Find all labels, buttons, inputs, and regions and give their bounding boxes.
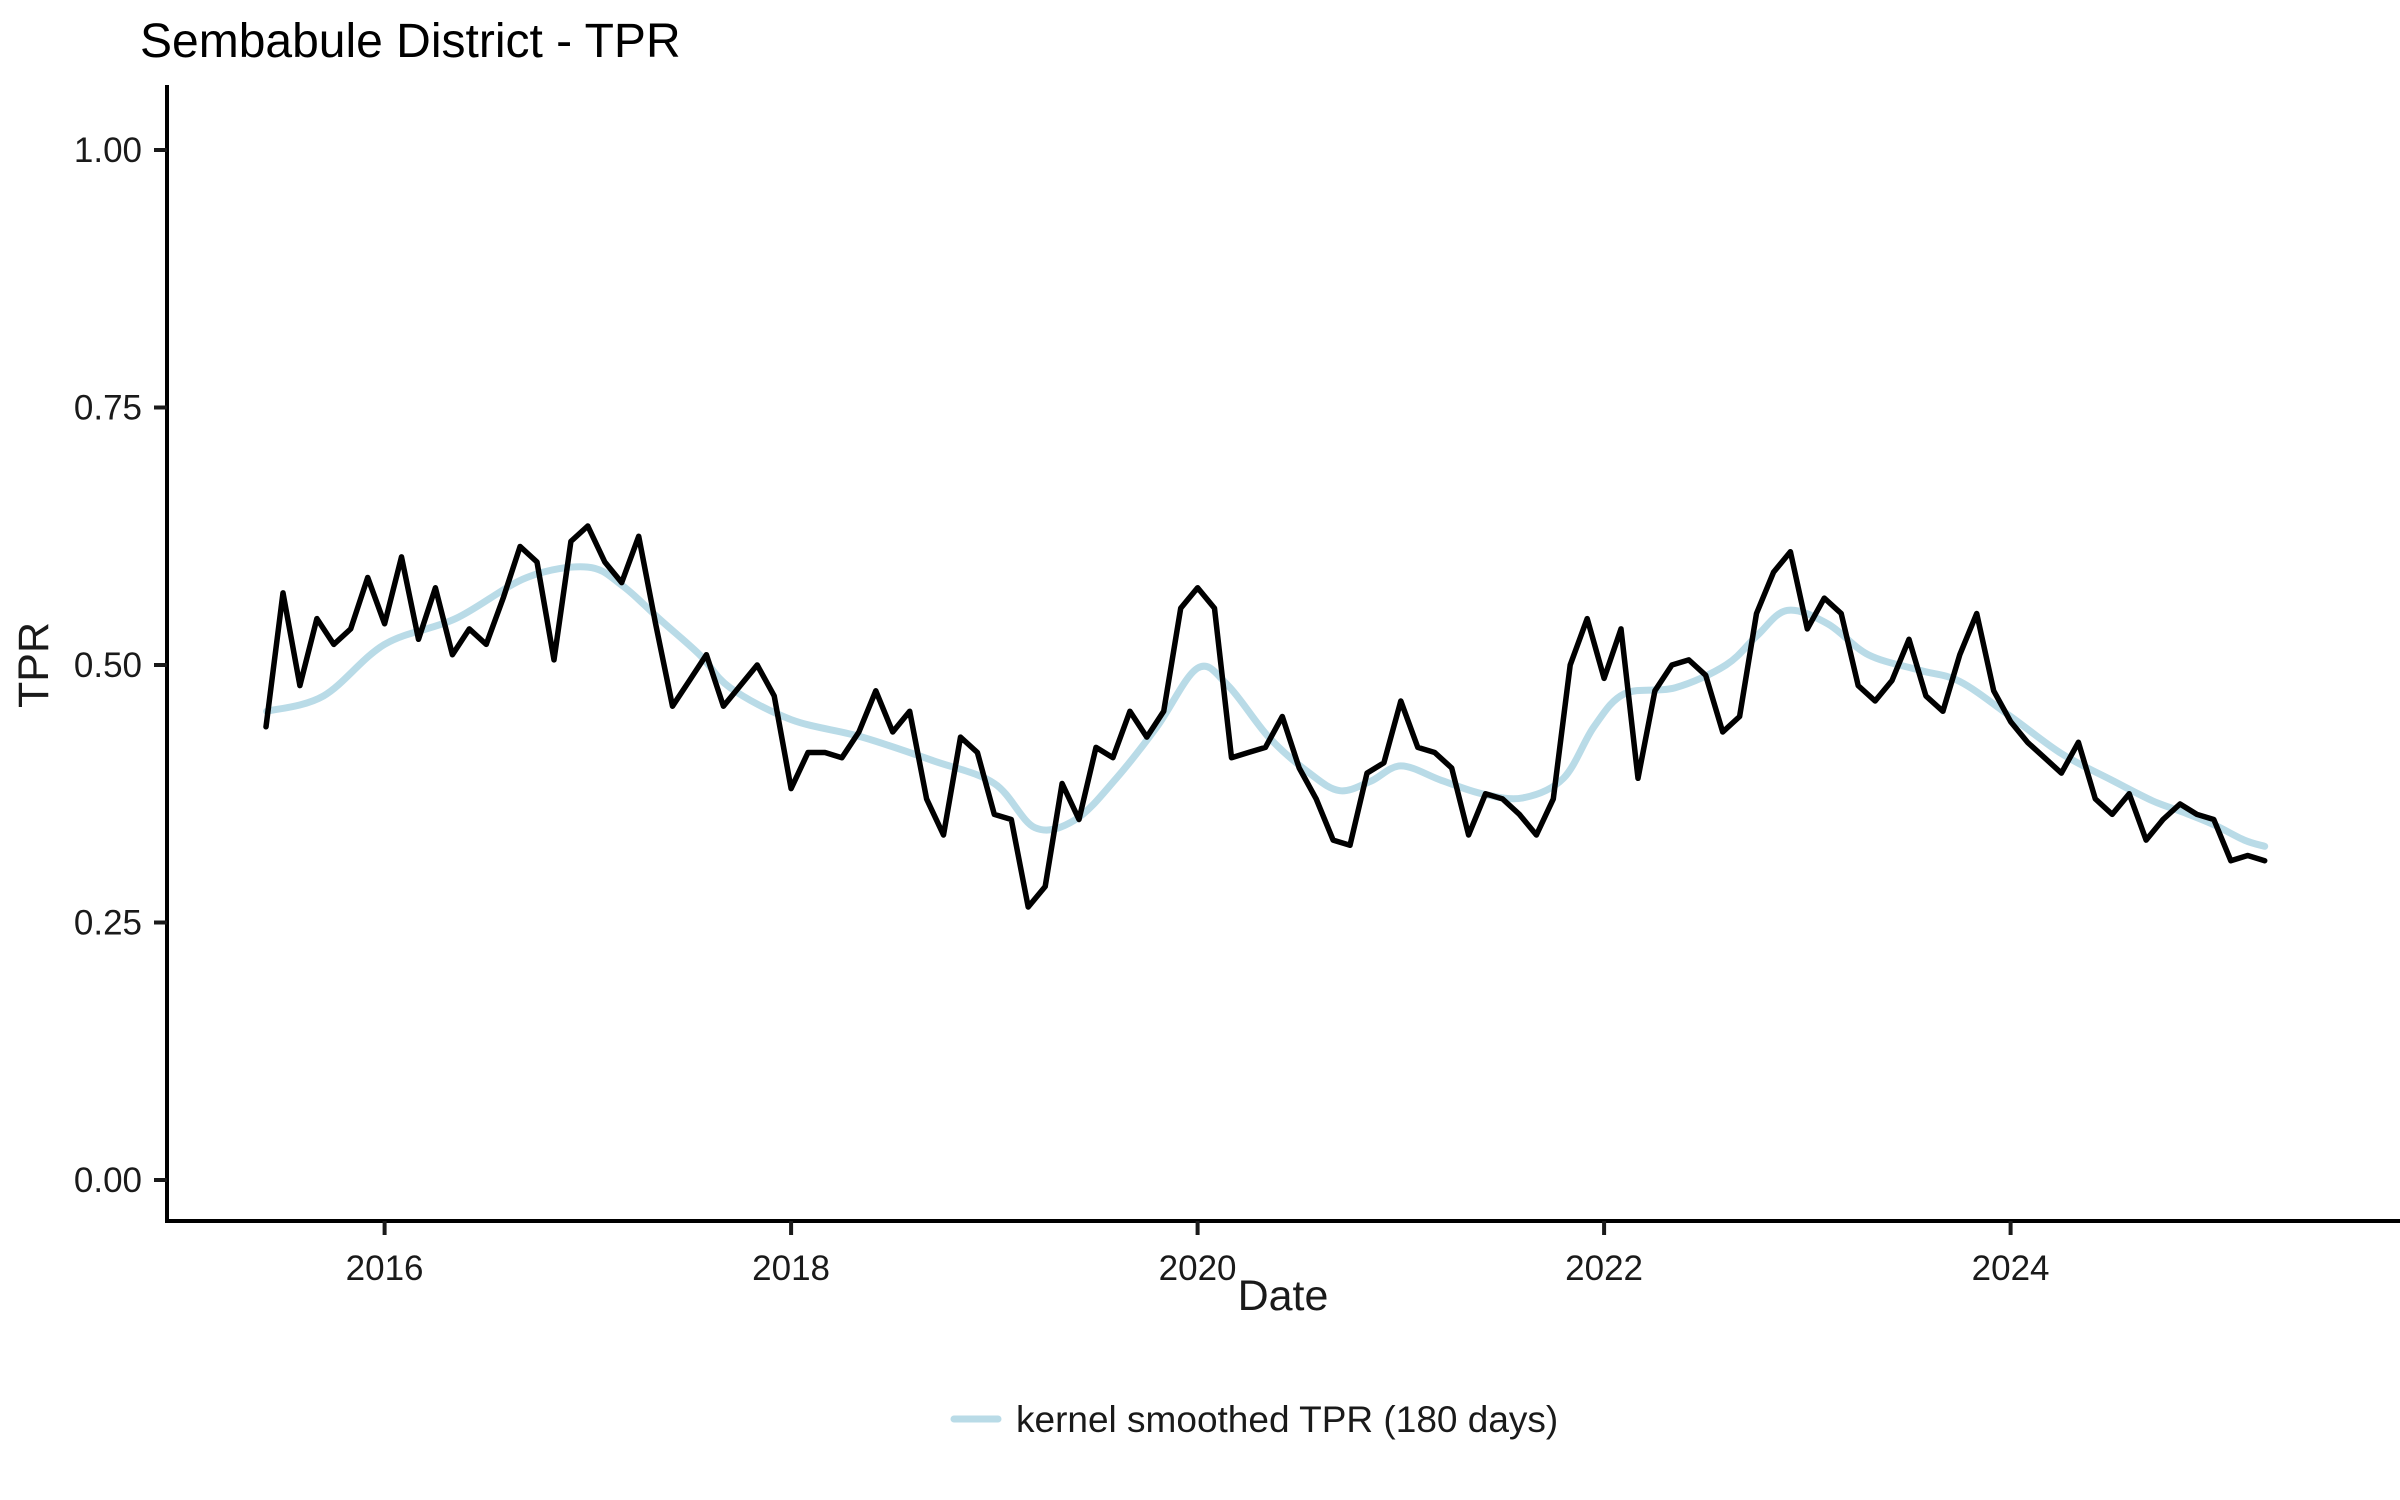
x-tick-label: 2020 bbox=[1159, 1249, 1237, 1288]
x-tick-label: 2018 bbox=[752, 1249, 830, 1288]
chart-title: Sembabule District - TPR bbox=[140, 15, 681, 68]
x-tick-label: 2022 bbox=[1565, 1249, 1643, 1288]
y-tick-label: 0.50 bbox=[74, 646, 142, 685]
x-axis-title: Date bbox=[1238, 1272, 1329, 1320]
smoothed-tpr-line bbox=[263, 563, 2269, 850]
y-axis-ticks: 0.00 0.25 0.50 0.75 1.00 bbox=[74, 131, 167, 1200]
raw-tpr-line bbox=[263, 523, 2268, 910]
axes bbox=[165, 85, 2400, 1223]
y-tick-label: 0.25 bbox=[74, 904, 142, 943]
x-tick-label: 2024 bbox=[1972, 1249, 2050, 1288]
x-tick-label: 2016 bbox=[346, 1249, 424, 1288]
y-tick-label: 0.00 bbox=[74, 1161, 142, 1200]
y-axis-title: TPR bbox=[10, 622, 58, 708]
y-tick-label: 1.00 bbox=[74, 131, 142, 170]
plot-area bbox=[263, 523, 2269, 910]
y-tick-label: 0.75 bbox=[74, 389, 142, 428]
legend-item-label: kernel smoothed TPR (180 days) bbox=[1016, 1399, 1558, 1440]
legend: kernel smoothed TPR (180 days) bbox=[950, 1399, 1558, 1440]
x-axis-ticks: 2016 2018 2020 2022 2024 bbox=[346, 1221, 2050, 1288]
